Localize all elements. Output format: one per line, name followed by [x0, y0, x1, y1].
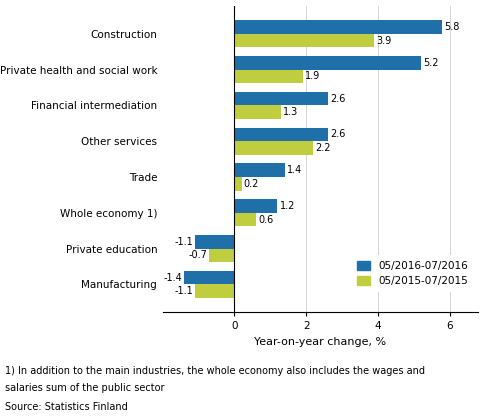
Text: -1.4: -1.4 [163, 272, 182, 283]
Bar [234, 92, 328, 105]
Bar [234, 177, 242, 191]
Bar [195, 285, 234, 298]
Text: Source: Statistics Finland: Source: Statistics Finland [5, 402, 128, 412]
Bar [234, 34, 374, 47]
Bar [184, 271, 234, 285]
Bar [210, 249, 234, 262]
Text: -1.1: -1.1 [174, 286, 193, 296]
Text: 1) In addition to the main industries, the whole economy also includes the wages: 1) In addition to the main industries, t… [5, 366, 425, 376]
Bar [234, 163, 284, 177]
Bar [195, 235, 234, 249]
Text: 1.9: 1.9 [305, 72, 320, 82]
Text: 1.4: 1.4 [287, 165, 302, 175]
Text: 3.9: 3.9 [376, 35, 391, 46]
Text: 2.2: 2.2 [316, 143, 331, 153]
Bar [234, 141, 313, 155]
Text: 0.6: 0.6 [258, 215, 273, 225]
Text: 5.2: 5.2 [423, 58, 438, 68]
Legend: 05/2016-07/2016, 05/2015-07/2015: 05/2016-07/2016, 05/2015-07/2015 [352, 255, 473, 292]
Text: 0.2: 0.2 [244, 179, 259, 189]
Text: salaries sum of the public sector: salaries sum of the public sector [5, 383, 165, 393]
Bar [234, 69, 303, 83]
Bar [234, 199, 278, 213]
Text: 1.2: 1.2 [280, 201, 295, 211]
X-axis label: Year-on-year change, %: Year-on-year change, % [254, 337, 387, 347]
Text: 2.6: 2.6 [330, 94, 345, 104]
Text: 5.8: 5.8 [445, 22, 460, 32]
Bar [234, 105, 281, 119]
Text: -0.7: -0.7 [188, 250, 207, 260]
Bar [234, 20, 442, 34]
Text: 2.6: 2.6 [330, 129, 345, 139]
Bar [234, 213, 256, 226]
Bar [234, 128, 328, 141]
Bar [234, 56, 421, 69]
Text: 1.3: 1.3 [283, 107, 298, 117]
Text: -1.1: -1.1 [174, 237, 193, 247]
